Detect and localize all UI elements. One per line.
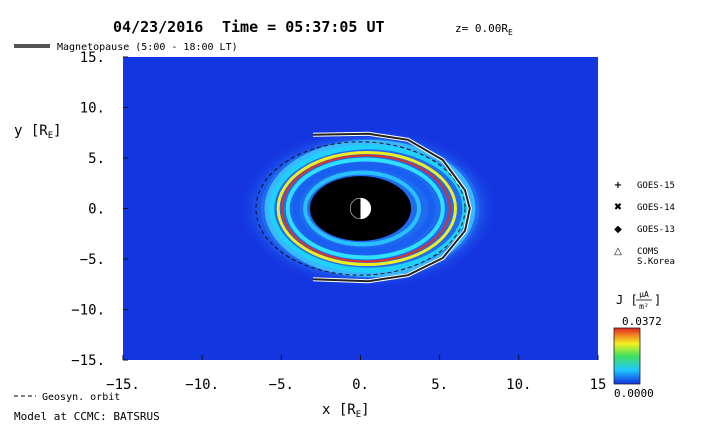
colorbar-unit-den: m² xyxy=(639,302,649,311)
y-axis-label: y [RE] xyxy=(14,123,62,141)
y-axis-label-sub: E xyxy=(48,131,53,141)
ring-inner-cyan xyxy=(285,157,445,260)
satellite-marker-label: GOES-13 xyxy=(637,225,675,235)
y-tick-label: −5. xyxy=(80,252,105,268)
x-tick-label: 10. xyxy=(506,377,531,393)
earth-nightside xyxy=(350,198,361,219)
chart-title-z-sub: E xyxy=(508,28,513,37)
x-tick-label: −15. xyxy=(106,377,140,393)
y-tick-label: −10. xyxy=(71,303,105,319)
y-tick-label: −15. xyxy=(71,353,105,369)
colorbar-unit-num: μA xyxy=(639,290,649,299)
chart-title-date: 04/23/2016 xyxy=(113,18,203,36)
colorbar-unit-close: ] xyxy=(654,293,661,307)
colorbar-label: J [ xyxy=(616,293,638,307)
ring-red xyxy=(281,154,451,263)
current-density-field xyxy=(238,127,499,290)
x-tick-label: −5. xyxy=(269,377,294,393)
satellite-marker-icon: ◆ xyxy=(614,224,622,235)
chart-title-time: Time = 05:37:05 UT xyxy=(222,18,385,36)
colorbar-min-label: 0.0000 xyxy=(614,387,654,400)
y-tick-label: 15. xyxy=(80,50,105,66)
model-label: Model at CCMC: BATSRUS xyxy=(14,410,160,423)
x-tick-label: 15 xyxy=(590,377,607,393)
satellite-marker-icon: ✖ xyxy=(614,202,622,213)
y-tick-label: 5. xyxy=(88,151,105,167)
colorbar-max-label: 0.0372 xyxy=(622,315,662,328)
x-axis-label-sub: E xyxy=(356,410,361,420)
y-tick-label: 0. xyxy=(88,202,105,218)
x-tick-label: −10. xyxy=(185,377,219,393)
x-axis-ticks: −15. −10. −5. 0. 5. 10. 15 xyxy=(106,355,606,393)
satellite-marker-label: GOES-14 xyxy=(637,203,675,213)
chart-title-z: z= 0.00RE xyxy=(455,22,513,37)
y-tick-label: 10. xyxy=(80,101,105,117)
magnetopause-line xyxy=(312,132,471,283)
satellite-marker-icon: + xyxy=(614,180,622,191)
geosync-orbit xyxy=(255,141,466,276)
x-tick-label: 0. xyxy=(352,377,369,393)
ring-gap-blue xyxy=(292,162,436,255)
satellite-marker-icon: △ xyxy=(614,246,622,257)
satellite-marker-label: S.Korea xyxy=(637,257,675,267)
satellite-marker-label: COMS xyxy=(637,247,659,257)
x-tick-label: 5. xyxy=(431,377,448,393)
geosync-legend-label: Geosyn. orbit xyxy=(42,392,120,403)
satellite-marker-label: GOES-15 xyxy=(637,181,675,191)
x-axis-label: x [RE] xyxy=(322,402,370,420)
ring-yellow xyxy=(276,150,458,267)
magnetopause-legend-label: Magnetopause (5:00 - 18:00 LT) xyxy=(57,42,238,53)
ring-inner-light xyxy=(303,170,422,247)
colorbar xyxy=(613,327,641,385)
y-axis-ticks: 15. 10. 5. 0. −5. −10. −15. xyxy=(71,50,128,369)
